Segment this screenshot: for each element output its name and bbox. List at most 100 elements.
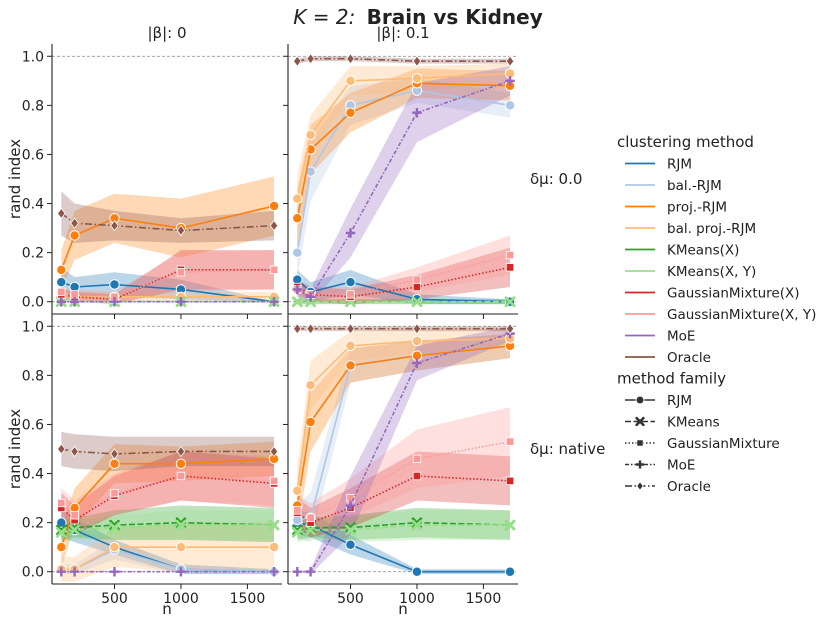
point-bal. proj.-RJM-3 xyxy=(411,335,423,347)
y-tick-label-2: 0.4 xyxy=(22,197,44,213)
series-line-GaussianMixture(X, Y) xyxy=(297,254,511,296)
point-MoE-0 xyxy=(292,566,303,577)
point-KMeans(X, Y)-0 xyxy=(56,527,67,538)
y-tick-label-5: 1.0 xyxy=(22,49,44,65)
point-bal. proj.-RJM-2 xyxy=(109,541,120,553)
series-line-Oracle xyxy=(61,448,275,455)
x-tick-label-1: 1000 xyxy=(163,591,199,607)
legend-family-label-1: KMeans xyxy=(667,415,720,431)
series-line-GaussianMixture(X) xyxy=(296,266,511,298)
panel-0-0: 0.0 0.2 0.4 0.6 0.8 1.0 |β|: 0 rand index xyxy=(6,24,282,319)
point-MoE-1 xyxy=(69,296,80,307)
point-KMeans(X, Y)-1 xyxy=(305,524,316,536)
point-MoE-0 xyxy=(56,296,67,307)
legend-label-6: GaussianMixture(X) xyxy=(667,286,800,302)
point-KMeans(X, Y)-2 xyxy=(345,524,356,536)
col-title-1: |β|: 0.1 xyxy=(376,24,429,42)
point-proj.-RJM-4 xyxy=(268,200,280,212)
series-line-GaussianMixture(X) xyxy=(296,475,511,524)
point-proj.-RJM-0 xyxy=(292,213,303,224)
point-proj.-RJM-2 xyxy=(345,360,356,371)
point-KMeans(X, Y)-1 xyxy=(69,524,80,536)
point-MoE-3 xyxy=(176,566,186,577)
point-KMeans(X, Y)-4 xyxy=(268,519,280,531)
band-RJM xyxy=(61,507,275,575)
legend-label-8: MoE xyxy=(667,329,695,345)
legend-label-2: proj.-RJM xyxy=(667,200,727,216)
point-Oracle-0 xyxy=(293,55,302,67)
point-proj.-RJM-3 xyxy=(175,458,187,469)
x-tick-label-2: 1500 xyxy=(230,591,266,607)
point-RJM-0 xyxy=(56,276,67,288)
band-proj.-RJM xyxy=(61,441,275,567)
point-Oracle-0 xyxy=(57,207,66,220)
point-GaussianMixture(X, Y)-2 xyxy=(346,290,355,299)
x-tick-label-0: 500 xyxy=(101,591,128,607)
point-KMeans(X, Y)-3 xyxy=(175,519,187,531)
point-GaussianMixture(X)-3 xyxy=(412,282,422,292)
point-GaussianMixture(X)-3 xyxy=(412,471,422,481)
band-MoE xyxy=(297,326,511,575)
band-bal. proj.-RJM xyxy=(297,63,511,224)
y-tick-label-3: 0.6 xyxy=(22,147,44,163)
point-KMeans(X, Y)-4 xyxy=(504,519,516,531)
y-tick-label-4: 0.8 xyxy=(22,98,44,114)
point-MoE-0 xyxy=(56,566,67,577)
legend-family-label-0: RJM xyxy=(667,393,692,409)
point-bal. proj.-RJM-2 xyxy=(345,75,356,87)
legend-family-marker-0 xyxy=(635,395,645,405)
point-KMeans(X, Y)-3 xyxy=(411,296,423,308)
point-bal. proj.-RJM-0 xyxy=(292,193,303,204)
legend-title-families: method family xyxy=(617,370,726,388)
point-bal. proj.-RJM-0 xyxy=(292,485,303,496)
band-GaussianMixture(X) xyxy=(297,451,511,538)
point-MoE-1 xyxy=(305,292,316,302)
point-Oracle-4 xyxy=(269,445,279,458)
point-Oracle-3 xyxy=(176,445,186,458)
point-Oracle-2 xyxy=(110,448,119,460)
band-proj.-RJM xyxy=(61,176,275,290)
point-MoE-2 xyxy=(109,566,120,577)
x-axis-label-1: n xyxy=(398,600,408,618)
band-proj.-RJM xyxy=(297,333,511,530)
point-Oracle-0 xyxy=(57,443,66,455)
point-MoE-3 xyxy=(412,358,422,368)
point-Oracle-1 xyxy=(70,445,79,458)
point-proj.-RJM-1 xyxy=(69,230,80,241)
point-Oracle-1 xyxy=(70,217,79,229)
legend-family-label-2: GaussianMixture xyxy=(667,436,780,452)
point-MoE-3 xyxy=(412,107,422,118)
point-Oracle-4 xyxy=(505,55,515,67)
point-GaussianMixture(X, Y)-3 xyxy=(412,275,422,284)
point-MoE-4 xyxy=(269,566,279,577)
series-line-GaussianMixture(X) xyxy=(60,475,275,522)
point-Oracle-2 xyxy=(110,219,119,232)
point-bal. proj.-RJM-4 xyxy=(268,541,280,553)
point-RJM-2 xyxy=(345,276,356,288)
point-MoE-1 xyxy=(305,566,316,577)
band-GaussianMixture(X, Y) xyxy=(61,250,275,302)
point-KMeans(X, Y)-1 xyxy=(305,296,316,308)
point-bal. proj.-RJM-3 xyxy=(411,73,423,84)
legend-family-marker-4 xyxy=(636,481,644,491)
point-GaussianMixture(X, Y)-0 xyxy=(57,498,66,508)
point-GaussianMixture(X, Y)-1 xyxy=(306,513,315,522)
band-GaussianMixture(X) xyxy=(61,451,275,535)
point-Oracle-2 xyxy=(346,323,355,335)
band-bal.-RJM xyxy=(297,333,511,543)
point-RJM-3 xyxy=(411,566,423,577)
y-tick-label-0: 0.0 xyxy=(22,295,44,311)
point-proj.-RJM-2 xyxy=(109,458,120,469)
point-Oracle-2 xyxy=(346,53,355,65)
point-GaussianMixture(X, Y)-4 xyxy=(269,476,279,486)
point-GaussianMixture(X, Y)-4 xyxy=(505,250,515,260)
point-proj.-RJM-2 xyxy=(345,107,356,118)
point-RJM-4 xyxy=(504,566,516,577)
series-line-Oracle xyxy=(297,57,511,62)
point-MoE-0 xyxy=(292,284,303,295)
point-bal.-RJM-0 xyxy=(292,247,303,258)
y-tick-label-0: 0.0 xyxy=(22,565,44,581)
point-KMeans(X, Y)-3 xyxy=(411,519,423,531)
row-title-0: δμ: 0.0 xyxy=(530,170,582,188)
